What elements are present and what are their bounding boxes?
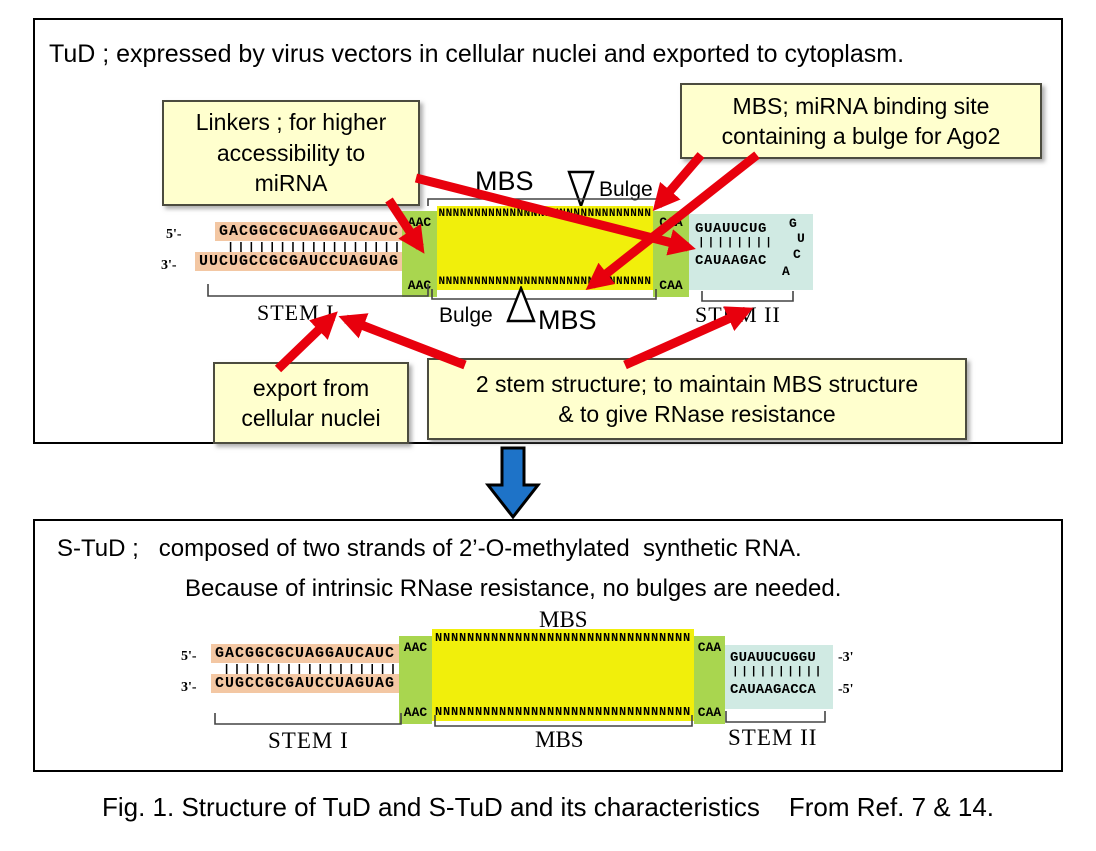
stud-mbs-top-label: MBS (539, 607, 588, 632)
two-stem-callout-line: & to give RNase resistance (558, 401, 836, 427)
stem2-loop-base: A (782, 264, 790, 279)
stud-three-prime-end-label: -3' (838, 650, 854, 665)
mbs-top-sequence: NNNNNNNNNNNNNNNNNNNNNNNNNNNNNN (438, 208, 652, 220)
three-prime-label: 3'- (161, 258, 177, 273)
two-stem-callout-line: 2 stem structure; to maintain MBS struct… (475, 370, 919, 397)
stem1-top-sequence: GACGGCGCUAGGAUCAUC (215, 222, 404, 241)
stud-mbs-bottom-bracket (434, 715, 693, 727)
stud-right-linker-bottom-seq: CAA (697, 705, 722, 720)
stud-stem2-basepair-bars: |||||||||| (732, 666, 825, 678)
stud-right-linker-block: CAA CAA (694, 636, 725, 724)
left-linker-top-seq: AAC (407, 215, 432, 230)
stem2-loop-base: C (793, 247, 801, 262)
mbs-bottom-label: MBS (538, 305, 597, 335)
mbs-region-box: NNNNNNNNNNNNNNNNNNNNNNNNNNNNNN NNNNNNNNN… (437, 206, 653, 290)
stud-stem1-top-sequence: GACGGCGCUAGGAUCAUC (211, 644, 400, 663)
stud-stem2-block: GUAUUCUGGU |||||||||| CAUAAGACCA (725, 645, 833, 709)
left-linker-bottom-seq: AAC (407, 278, 432, 293)
stud-stem2-bottom-sequence: CAUAAGACCA (730, 682, 817, 698)
stud-panel-title-line1: S-TuD ; composed of two strands of 2’-O-… (57, 535, 802, 562)
two-stem-callout: 2 stem structure; to maintain MBS struct… (427, 358, 967, 440)
tud-panel: TuD ; expressed by virus vectors in cell… (33, 18, 1063, 444)
mbs-bottom-sequence: NNNNNNNNNNNNNNNNNNNNNNNNNNNNNN (438, 276, 652, 288)
stud-left-linker-bottom-seq: AAC (403, 705, 428, 720)
tud-panel-title: TuD ; expressed by virus vectors in cell… (49, 40, 905, 68)
stud-stem1-bottom-sequence: CUGCCGCGAUCCUAGUAG (211, 674, 400, 693)
stem2-bracket (701, 291, 794, 302)
mbs-callout-line: MBS; miRNA binding site (732, 92, 990, 119)
mbs-callout: MBS; miRNA binding site containing a bul… (680, 83, 1042, 159)
stem2-loop-base: U (797, 231, 805, 246)
stud-mbs-top-sequence: NNNNNNNNNNNNNNNNNNNNNNNNNNNNNNNN (434, 631, 692, 645)
linkers-callout-line: Linkers ; for higher (195, 109, 387, 136)
arrow-mbs-callout-to-top-bulge (652, 152, 705, 212)
stem1-label: STEM I (257, 300, 335, 325)
stud-mbs-bottom-label: MBS (535, 727, 584, 752)
stem2-top-sequence: GUAUUCUG (695, 221, 768, 237)
stud-left-linker-top-seq: AAC (403, 640, 428, 655)
linkers-callout-line: accessibility to (216, 139, 366, 166)
stud-right-linker-top-seq: CAA (697, 640, 722, 655)
stud-stem1-basepair-bars: |||||||||||||||||| (223, 663, 411, 677)
stem2-block: GUAUUCUG |||||||| CAUAAGAC G U C A (689, 214, 813, 290)
right-linker-bottom-seq: CAA (659, 278, 683, 293)
stud-panel: S-TuD ; composed of two strands of 2’-O-… (33, 519, 1063, 772)
mbs-bottom-bracket (431, 289, 657, 300)
right-linker-block: CAA CAA (653, 211, 689, 297)
linkers-callout-line: miRNA (254, 170, 328, 197)
stem1-basepair-bars: ||||||||||||||||| (227, 241, 404, 255)
stud-left-linker-block: AAC AAC (399, 636, 432, 724)
stem2-basepair-bars: |||||||| (698, 237, 775, 249)
transition-down-arrow-icon (484, 446, 542, 520)
right-linker-top-seq: CAA (659, 215, 683, 230)
mbs-callout-line: containing a bulge for Ago2 (721, 123, 1001, 149)
stud-panel-title-line2: Because of intrinsic RNase resistance, n… (185, 575, 842, 602)
stud-stem2-top-sequence: GUAUUCUGGU (730, 650, 817, 666)
linkers-callout: Linkers ; for higher accessibility to mi… (162, 100, 420, 206)
export-callout: export from cellular nuclei (213, 362, 409, 444)
stem2-bottom-sequence: CAUAAGAC (695, 253, 768, 269)
stud-mbs-bottom-sequence: NNNNNNNNNNNNNNNNNNNNNNNNNNNNNNNN (434, 705, 692, 719)
stud-three-prime-label: 3'- (181, 680, 197, 695)
stud-stem1-bracket (214, 713, 402, 725)
stud-stem2-bracket (725, 711, 826, 723)
export-callout-line: cellular nuclei (241, 405, 381, 431)
stud-stem1-label: STEM I (268, 728, 349, 753)
stem1-bracket (207, 284, 429, 297)
stud-five-prime-label: 5'- (181, 649, 197, 664)
stem2-loop-base: G (789, 216, 797, 231)
bulge-triangle-up-icon (506, 286, 536, 323)
stud-mbs-region-box: NNNNNNNNNNNNNNNNNNNNNNNNNNNNNNNN NNNNNNN… (432, 629, 694, 721)
stud-stem2-label: STEM II (728, 725, 818, 750)
five-prime-label: 5'- (166, 227, 182, 242)
figure-caption: Fig. 1. Structure of TuD and S-TuD and i… (101, 792, 995, 822)
stud-five-prime-end-label: -5' (838, 682, 854, 697)
export-callout-line: export from (252, 374, 370, 401)
stem2-label: STEM II (695, 302, 781, 327)
mbs-top-label: MBS (475, 166, 534, 196)
stem1-bottom-sequence: UUCUGCCGCGAUCCUAGUAG (195, 252, 404, 271)
bulge-bottom-label: Bulge (439, 304, 493, 327)
